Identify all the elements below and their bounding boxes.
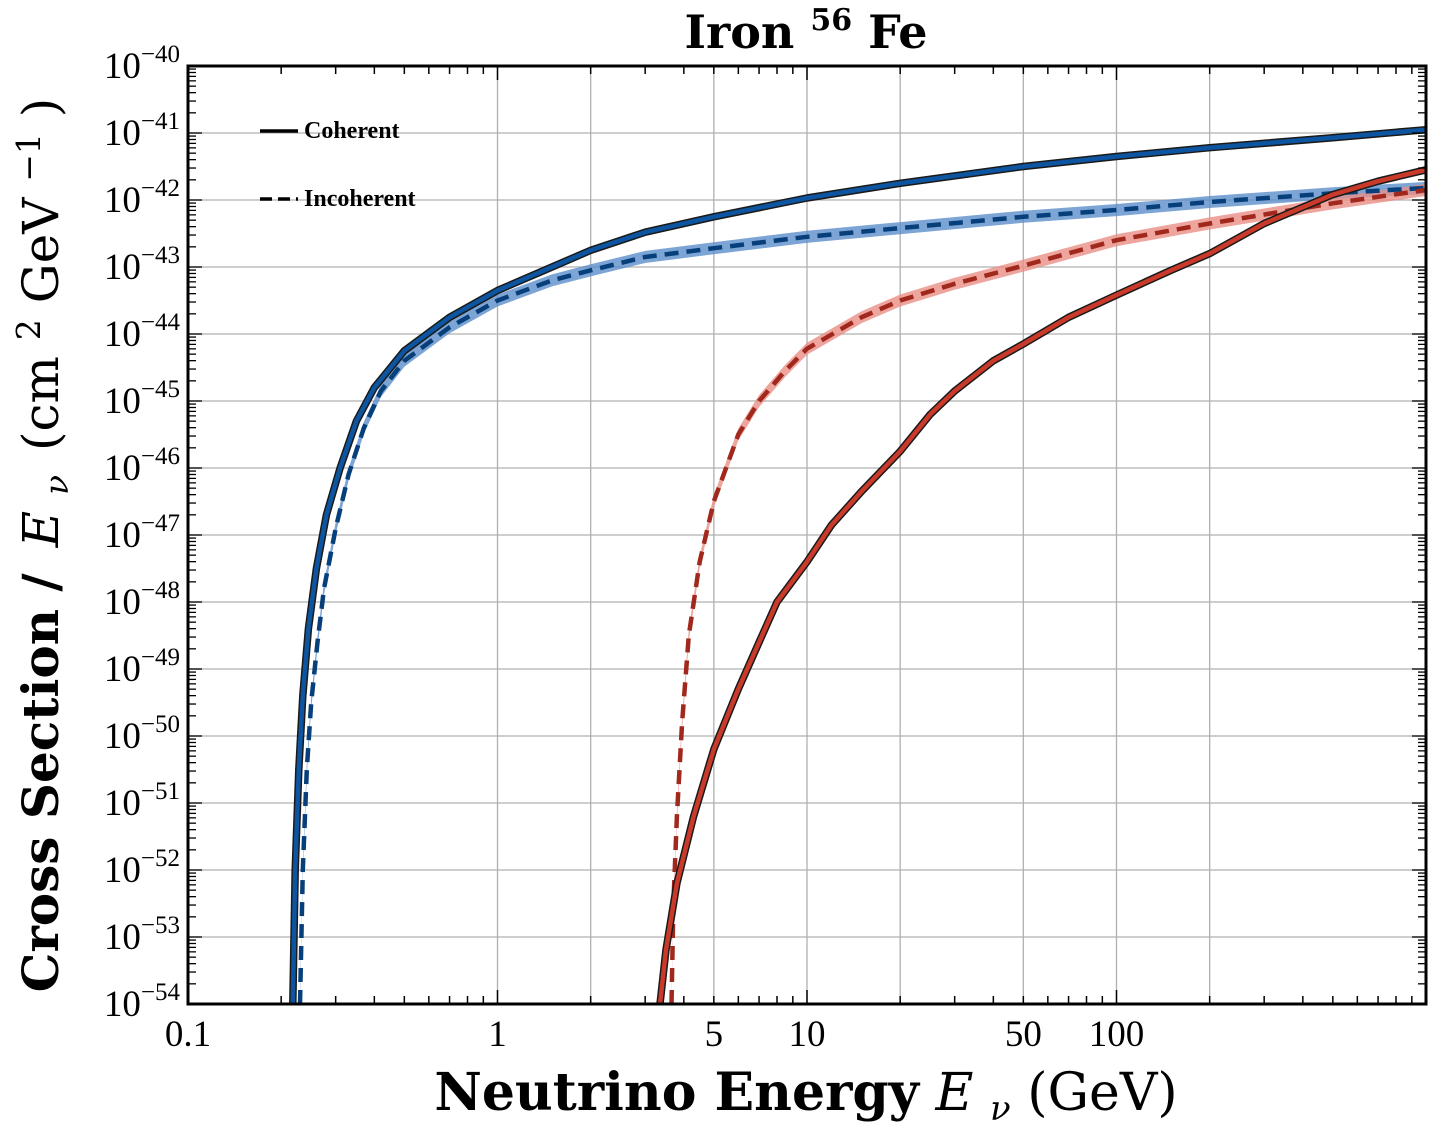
x-axis-label-symbol: E: [935, 1063, 974, 1123]
legend: Coherent Incoherent: [260, 118, 416, 212]
x-tick-label: 10: [789, 1014, 826, 1055]
y-axis-label-unit-sup: 2: [9, 319, 48, 340]
y-tick-label: 10−41: [104, 108, 180, 154]
y-tick-label: 10−51: [104, 778, 180, 824]
y-tick-label: 10−52: [104, 845, 180, 891]
series-3-line: [657, 167, 1427, 1005]
series-0-outline: [289, 125, 1427, 1005]
x-axis-label-text: Neutrino Energy: [434, 1062, 920, 1123]
x-axis-label: Neutrino Energy E ν (GeV): [434, 1062, 1177, 1133]
chart-title-sup: 56: [810, 3, 852, 38]
y-axis-label-symbol: E: [12, 511, 70, 549]
y-axis-label-unit-open: (cm: [12, 356, 70, 451]
minor-ticks: [187, 66, 1426, 1005]
x-tick-labels: 0.1 1 5 10 50 100: [165, 1014, 1144, 1055]
y-tick-label: 10−43: [104, 242, 180, 288]
y-axis-label-unit-mid: GeV: [12, 197, 70, 304]
y-tick-label: 10−40: [104, 41, 180, 87]
y-tick-label: 10−47: [104, 510, 180, 556]
x-axis-label-unit: (GeV): [1027, 1063, 1177, 1123]
series-0-line: [290, 127, 1427, 1005]
x-tick-label: 1: [488, 1014, 507, 1055]
y-tick-label: 10−45: [104, 376, 180, 422]
y-tick-labels: 10−40 10−41 10−42 10−43 10−44 10−45 10−46 10−47…: [104, 41, 181, 1025]
y-axis-label-unit-close: ): [12, 98, 70, 118]
legend-label-incoherent: Incoherent: [304, 186, 416, 212]
chart-title: Iron 56 Fe: [684, 0, 927, 59]
series-2-line: [669, 187, 1427, 1005]
y-tick-label: 10−48: [104, 577, 180, 623]
y-tick-label: 10−44: [104, 309, 181, 355]
x-tick-label: 0.1: [165, 1014, 211, 1055]
y-tick-label: 10−50: [104, 711, 180, 757]
x-axis-label-sub: ν: [990, 1089, 1011, 1129]
series-lines: [289, 125, 1427, 1005]
y-tick-label: 10−54: [104, 979, 181, 1025]
y-axis-label-text: Cross Section /: [11, 573, 70, 993]
legend-label-coherent: Coherent: [304, 118, 400, 144]
y-tick-label: 10−53: [104, 912, 180, 958]
x-tick-label: 100: [1089, 1014, 1145, 1055]
series-3-outline: [656, 166, 1427, 1005]
y-axis-label-sub: ν: [37, 475, 76, 495]
chart-title-main: Iron: [684, 5, 794, 59]
x-tick-label: 50: [1005, 1014, 1042, 1055]
y-tick-label: 10−46: [104, 443, 180, 489]
x-tick-label: 5: [705, 1014, 724, 1055]
y-axis-label: Cross Section / E ν (cm 2 GeV −1 ): [0, 98, 80, 993]
y-tick-label: 10−42: [104, 175, 180, 221]
chart-title-tail: Fe: [868, 5, 927, 59]
y-axis-label-unit-sup2: −1: [9, 133, 48, 182]
series-1-line: [297, 185, 1427, 1005]
y-tick-label: 10−49: [104, 644, 180, 690]
